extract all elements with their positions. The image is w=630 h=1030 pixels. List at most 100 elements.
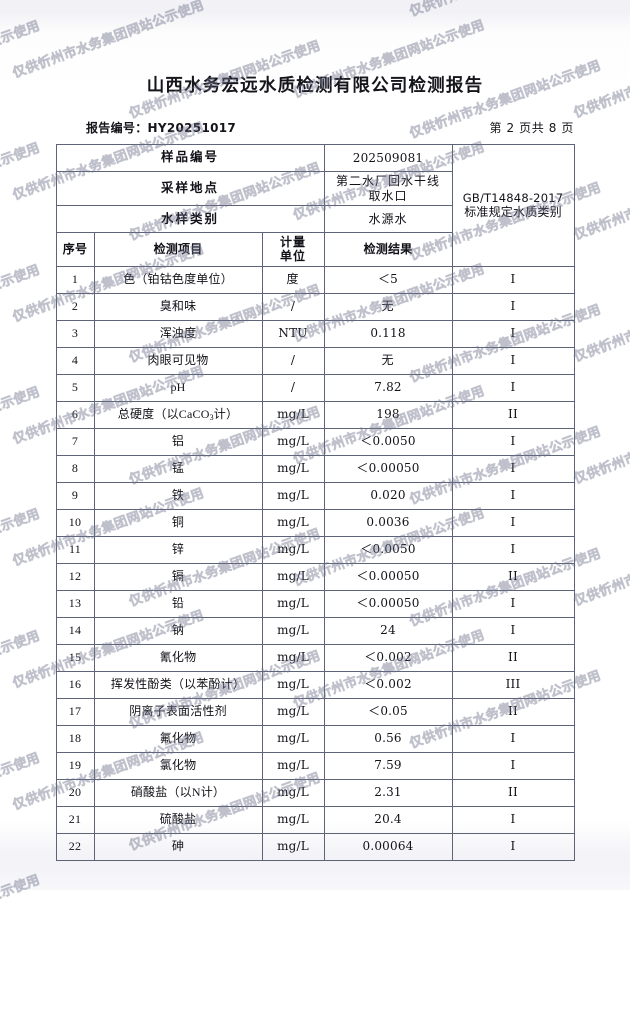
- column-header-no: 序号: [55, 232, 95, 267]
- cell-no: 13: [55, 589, 95, 618]
- table-row: 13 铅 mg/L ＜0.00050 I: [55, 589, 575, 618]
- cell-result: 0.56: [323, 724, 453, 753]
- water-type-label: 水样类别: [55, 205, 325, 234]
- cell-result: ＜0.00050: [323, 589, 453, 618]
- cell-unit: mg/L: [261, 562, 325, 591]
- column-header-unit-line-2: 单位: [279, 249, 306, 264]
- sample-no-label: 样品编号: [55, 144, 325, 172]
- standard-description: 标准规定水质类别: [464, 204, 562, 219]
- cell-class: II: [451, 697, 575, 726]
- cell-item: 氰化物: [93, 643, 263, 672]
- cell-result: 20.4: [323, 805, 453, 834]
- cell-result: 7.82: [323, 373, 453, 402]
- cell-item: 硫酸盐: [93, 805, 263, 834]
- cell-no: 11: [55, 535, 95, 564]
- cell-item: pH: [93, 373, 263, 402]
- table-row: 9 铁 mg/L 0.020 I: [55, 481, 575, 510]
- cell-no: 10: [55, 508, 95, 537]
- cell-no: 8: [55, 454, 95, 483]
- cell-unit: mg/L: [261, 535, 325, 564]
- watermark-text: 仅供忻州市水务集团网站公示使用: [406, 0, 603, 20]
- table-row: 17 阴离子表面活性剂 mg/L ＜0.05 II: [55, 697, 575, 726]
- cell-item: 锰: [93, 454, 263, 483]
- cell-class: I: [451, 346, 575, 375]
- cell-item: 总硬度（以CaCO3计）: [93, 400, 263, 429]
- cell-result: 0.118: [323, 319, 453, 348]
- cell-result: ＜0.0050: [323, 427, 453, 456]
- cell-no: 14: [55, 616, 95, 645]
- column-header-result: 检测结果: [323, 232, 453, 267]
- table-row: 8 锰 mg/L ＜0.00050 I: [55, 454, 575, 483]
- table-row: 11 锌 mg/L ＜0.0050 I: [55, 535, 575, 564]
- cell-result: 无: [323, 292, 453, 321]
- cell-class: I: [451, 616, 575, 645]
- cell-result: 0.020: [323, 481, 453, 510]
- cell-result: ＜0.00050: [323, 454, 453, 483]
- cell-item: 铜: [93, 508, 263, 537]
- cell-no: 6: [55, 400, 95, 429]
- page-title: 山西水务宏远水质检测有限公司检测报告: [146, 76, 484, 96]
- cell-no: 3: [55, 319, 95, 348]
- cell-no: 7: [55, 427, 95, 456]
- cell-no: 2: [55, 292, 95, 321]
- table-row: 15 氰化物 mg/L ＜0.002 II: [55, 643, 575, 672]
- cell-no: 5: [55, 373, 95, 402]
- cell-unit: mg/L: [261, 508, 325, 537]
- table-header-row: 序号 检测项目 计量 单位 检测结果: [55, 232, 574, 267]
- cell-class: I: [451, 319, 575, 348]
- table-row: 16 挥发性酚类（以苯酚计） mg/L ＜0.002 III: [55, 670, 575, 699]
- cell-unit: mg/L: [261, 589, 325, 618]
- cell-item: 氟化物: [93, 724, 263, 753]
- table-row: 5 pH/7.82 I: [55, 373, 575, 402]
- table-row: 14 钠 mg/L 24 I: [55, 616, 575, 645]
- column-header-item: 检测项目: [93, 232, 263, 267]
- cell-result: ＜0.002: [323, 670, 453, 699]
- cell-unit: 度: [261, 265, 325, 294]
- cell-result: 0.00064: [323, 832, 453, 861]
- cell-item: 铅: [93, 589, 263, 618]
- cell-unit: mg/L: [261, 778, 325, 807]
- watermark-row: 仅供忻州市水务集团网站公示使用仅供忻州市水务集团网站公示使用仅供忻州市水务集团网…: [0, 0, 630, 61]
- water-type-value: 水源水: [323, 205, 453, 234]
- watermark-text: 仅供忻州市水务集团网站公示使用: [10, 0, 207, 82]
- cell-class: I: [451, 751, 575, 780]
- cell-result: ＜5: [323, 265, 453, 294]
- cell-result: ＜0.0050: [323, 535, 453, 564]
- cell-no: 22: [55, 832, 95, 861]
- standard-code: GB/T14848-2017: [462, 190, 564, 205]
- cell-item: 浑浊度: [93, 319, 263, 348]
- cell-item: 挥发性酚类（以苯酚计）: [93, 670, 263, 699]
- page-indicator: 第 2 页共 8 页: [489, 121, 574, 135]
- cell-class: I: [451, 508, 575, 537]
- cell-no: 4: [55, 346, 95, 375]
- cell-no: 19: [55, 751, 95, 780]
- cell-unit: mg/L: [261, 454, 325, 483]
- cell-result: 0.0036: [323, 508, 453, 537]
- table-row-water-type: 水样类别 水源水: [55, 205, 574, 234]
- cell-no: 18: [55, 724, 95, 753]
- report-number-label: 报告编号：: [86, 121, 148, 135]
- cell-class: II: [451, 643, 575, 672]
- sample-no-value: 202509081: [323, 144, 453, 172]
- table-row: 12 镉 mg/L ＜0.00050 II: [55, 562, 575, 591]
- cell-unit: /: [261, 346, 325, 375]
- cell-class: I: [451, 292, 575, 321]
- table-row: 20 硝酸盐（以N计） mg/L 2.31 II: [55, 778, 575, 807]
- report-content: 山西水务宏远水质检测有限公司检测报告 报告编号：HY20251017 第 2 页…: [0, 72, 630, 861]
- location-line-1: 第二水厂回水干线: [335, 174, 440, 188]
- cell-class: I: [451, 832, 575, 861]
- cell-item: 镉: [93, 562, 263, 591]
- cell-unit: mg/L: [261, 481, 325, 510]
- cell-class: I: [451, 589, 575, 618]
- report-number-value: HY20251017: [147, 121, 237, 135]
- cell-no: 1: [55, 265, 95, 294]
- column-header-unit: 计量 单位: [261, 232, 325, 267]
- cell-item: 臭和味: [93, 292, 263, 321]
- table-row: 6 总硬度（以CaCO3计） mg/L 198 II: [55, 400, 575, 429]
- cell-no: 9: [55, 481, 95, 510]
- cell-unit: mg/L: [261, 616, 325, 645]
- table-body: 1 色（铂钴色度单位）度＜5 I 2 臭和味 / 无 I 3 浑浊度 NTU 0.118 I 4 肉眼可见物…: [55, 265, 575, 861]
- cell-no: 20: [55, 778, 95, 807]
- scanned-page: 山西水务宏远水质检测有限公司检测报告 报告编号：HY20251017 第 2 页…: [0, 0, 630, 956]
- cell-item: 氯化物: [93, 751, 263, 780]
